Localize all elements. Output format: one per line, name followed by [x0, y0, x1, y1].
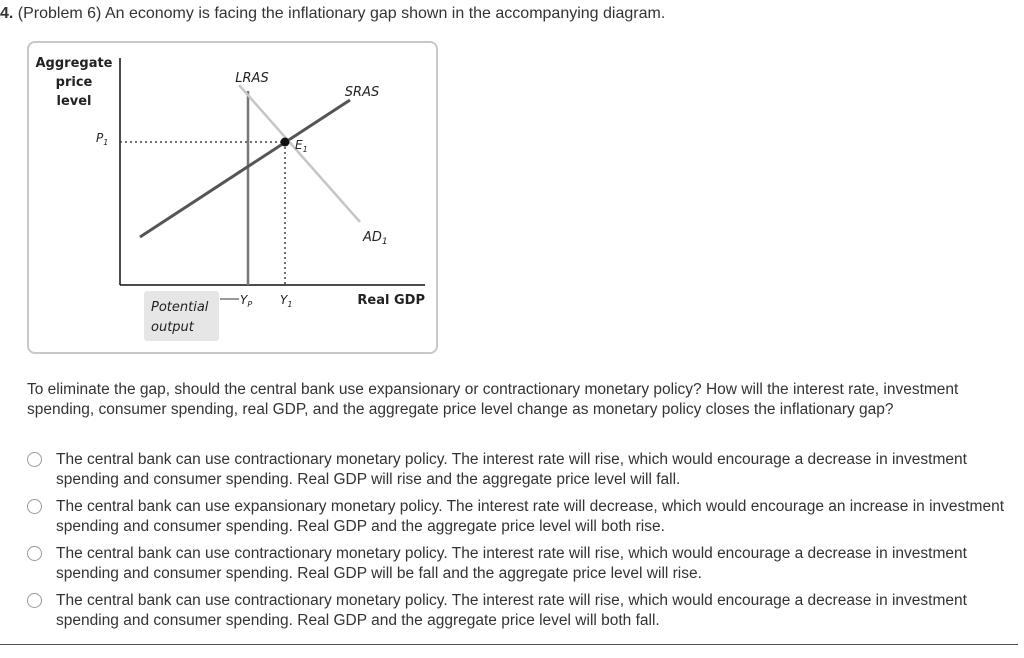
y-axis-label-line-3: level	[56, 94, 91, 109]
question-number: 4.	[0, 5, 14, 22]
answer-option-1[interactable]: The central bank can use contractionary …	[27, 450, 1017, 489]
ad-curve	[238, 84, 361, 223]
potential-output-label-line-2: output	[151, 320, 195, 335]
radio-button[interactable]	[27, 499, 42, 514]
y-axis-label-line-1: Aggregate	[35, 56, 112, 71]
question-prompt: To eliminate the gap, should the central…	[27, 381, 959, 418]
x-axis-label: Real GDP	[357, 293, 425, 308]
answer-option-text: The central bank can use contractionary …	[56, 451, 967, 488]
radio-button[interactable]	[27, 593, 42, 608]
equilibrium-label: E1	[295, 138, 308, 154]
price-p1-label: P1	[96, 131, 108, 147]
answer-option-3[interactable]: The central bank can use contractionary …	[27, 544, 1017, 583]
answer-option-text: The central bank can use contractionary …	[56, 592, 967, 629]
answer-option-4[interactable]: The central bank can use contractionary …	[27, 591, 1017, 630]
equilibrium-point-e1	[280, 137, 290, 147]
diagram-frame	[27, 41, 438, 354]
question-intro: (Problem 6) An economy is facing the inf…	[17, 5, 666, 22]
ad-label: AD1	[362, 230, 388, 247]
radio-button[interactable]	[27, 452, 42, 467]
answer-option-text: The central bank can use expansionary mo…	[56, 498, 1005, 535]
y1-label: Y1	[280, 293, 292, 309]
potential-output-label-line-1: Potential	[151, 300, 209, 315]
inflationary-gap-diagram: Aggregate price level LRAS SRAS AD1 E1 P…	[35, 56, 425, 341]
y-axis-label-line-2: price	[56, 75, 93, 90]
sras-curve	[139, 98, 351, 239]
answer-option-text: The central bank can use contractionary …	[56, 545, 967, 582]
question-header: 4. (Problem 6) An economy is facing the …	[0, 5, 665, 23]
yp-label: YP	[240, 293, 252, 309]
answer-option-2[interactable]: The central bank can use expansionary mo…	[27, 497, 1017, 536]
bottom-divider	[0, 644, 1018, 645]
potential-output-box	[144, 291, 219, 341]
lras-label: LRAS	[235, 71, 268, 86]
sras-label: SRAS	[345, 85, 379, 100]
radio-button[interactable]	[27, 546, 42, 561]
